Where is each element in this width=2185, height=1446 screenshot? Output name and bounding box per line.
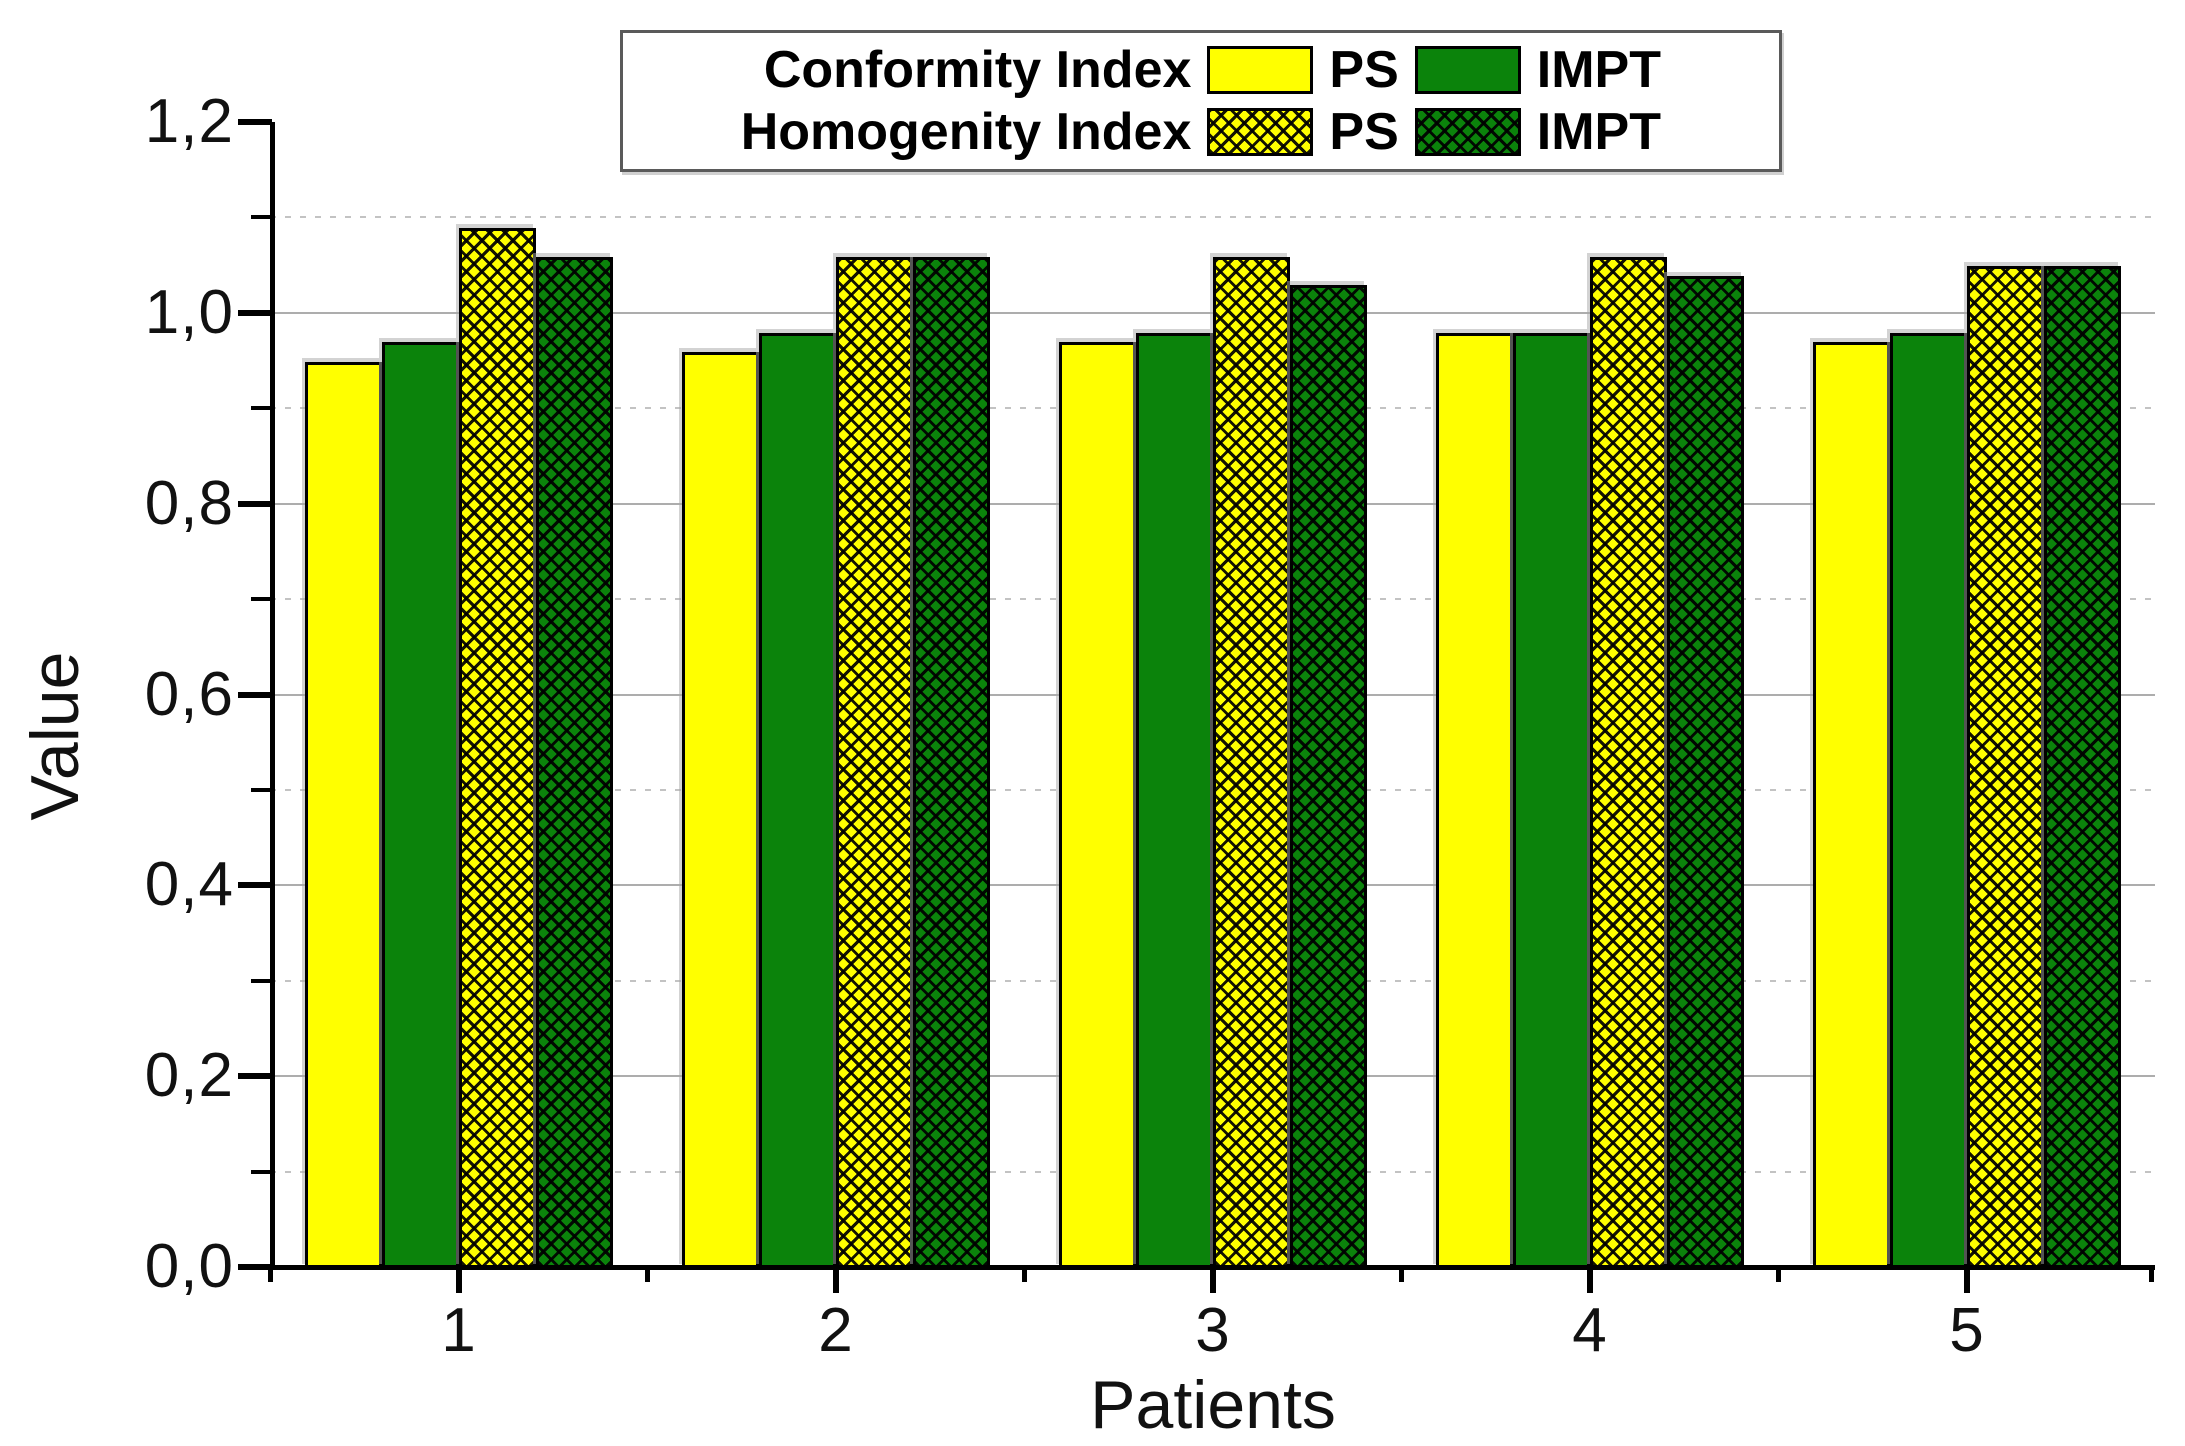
y-major-tick [238, 1073, 272, 1080]
x-major-tick [1586, 1267, 1593, 1293]
y-minor-tick [251, 215, 272, 220]
x-major-tick [455, 1267, 462, 1293]
x-major-tick [1963, 1267, 1970, 1293]
y-minor-tick [251, 597, 272, 602]
bar-patient2-homogenity-impt [912, 256, 990, 1268]
green-solid-swatch [1414, 46, 1521, 94]
y-tick-label: 0,0 [144, 1232, 234, 1301]
y-axis-line [270, 122, 275, 1270]
bar-patient4-conformity-ps [1435, 332, 1513, 1268]
bar-patient1-conformity-impt [381, 342, 459, 1268]
minor-gridline [270, 216, 2155, 219]
y-major-tick [238, 882, 272, 889]
bar-patient5-conformity-ps [1812, 342, 1890, 1268]
bar-patient5-conformity-impt [1889, 332, 1967, 1268]
x-axis-title: Patients [1090, 1367, 1336, 1443]
bar-patient4-homogenity-ps [1589, 256, 1667, 1268]
x-minor-tick [1399, 1267, 1404, 1282]
green-crosshatch-swatch [1414, 108, 1521, 156]
x-tick-label: 1 [441, 1296, 476, 1365]
y-tick-label: 0,4 [144, 850, 234, 920]
y-minor-tick [251, 406, 272, 411]
x-tick-label: 4 [1572, 1296, 1607, 1365]
x-tick-label: 2 [818, 1296, 853, 1365]
bar-patient5-homogenity-ps [1966, 266, 2044, 1268]
legend-series-label: Homogenity Index [740, 103, 1192, 161]
bar-patient3-homogenity-impt [1289, 285, 1367, 1268]
y-major-tick [238, 309, 272, 316]
legend-entry-label: PS [1329, 103, 1399, 161]
legend-entry-label: PS [1329, 41, 1399, 99]
bar-patient4-homogenity-impt [1666, 275, 1744, 1268]
y-minor-tick [251, 1169, 272, 1174]
y-major-tick [238, 500, 272, 507]
x-tick-label: 3 [1195, 1296, 1230, 1365]
yellow-crosshatch-swatch [1207, 108, 1314, 156]
legend-row: Homogenity Index PS IMPT [641, 104, 1661, 160]
y-axis-title: Value [17, 651, 93, 821]
x-minor-tick [645, 1267, 650, 1282]
y-major-tick [238, 1264, 272, 1270]
x-minor-tick [1022, 1267, 1027, 1282]
bar-patient1-homogenity-ps [458, 227, 536, 1268]
legend-box: Conformity Index PS IMPT Homogenity Index PS… [620, 30, 1782, 172]
bar-patient1-conformity-ps [304, 361, 382, 1268]
x-major-tick [1209, 1267, 1216, 1293]
bar-patient2-conformity-ps [681, 352, 759, 1268]
yellow-solid-swatch [1207, 46, 1314, 94]
legend-row: Conformity Index PS IMPT [641, 42, 1661, 98]
x-tick-label: 5 [1949, 1296, 1984, 1365]
x-major-tick [832, 1267, 839, 1293]
y-tick-label: 1,2 [144, 87, 234, 156]
x-minor-tick [268, 1267, 273, 1282]
x-minor-tick [1776, 1267, 1781, 1282]
y-major-tick [238, 691, 272, 698]
bar-patient2-homogenity-ps [835, 256, 913, 1268]
y-tick-label: 0,6 [144, 659, 234, 729]
bar-patient2-conformity-impt [758, 332, 836, 1268]
bar-patient4-conformity-impt [1512, 332, 1590, 1268]
y-tick-label: 0,8 [144, 468, 234, 538]
y-major-tick [238, 119, 272, 125]
legend-entry-label: IMPT [1536, 103, 1661, 161]
y-minor-tick [251, 978, 272, 983]
x-axis-line [270, 1265, 2155, 1270]
bar-patient3-homogenity-ps [1212, 256, 1290, 1268]
y-tick-label: 0,2 [144, 1041, 234, 1111]
legend-series-label: Conformity Index [763, 41, 1192, 99]
bar-patient1-homogenity-impt [535, 256, 613, 1268]
y-tick-label: 1,0 [144, 277, 234, 347]
legend-entry-label: IMPT [1536, 41, 1661, 99]
y-minor-tick [251, 787, 272, 792]
bar-patient3-conformity-ps [1058, 342, 1136, 1268]
bar-patient3-conformity-impt [1135, 332, 1213, 1268]
x-minor-tick [2149, 1267, 2154, 1282]
bar-patient5-homogenity-impt [2043, 266, 2121, 1268]
